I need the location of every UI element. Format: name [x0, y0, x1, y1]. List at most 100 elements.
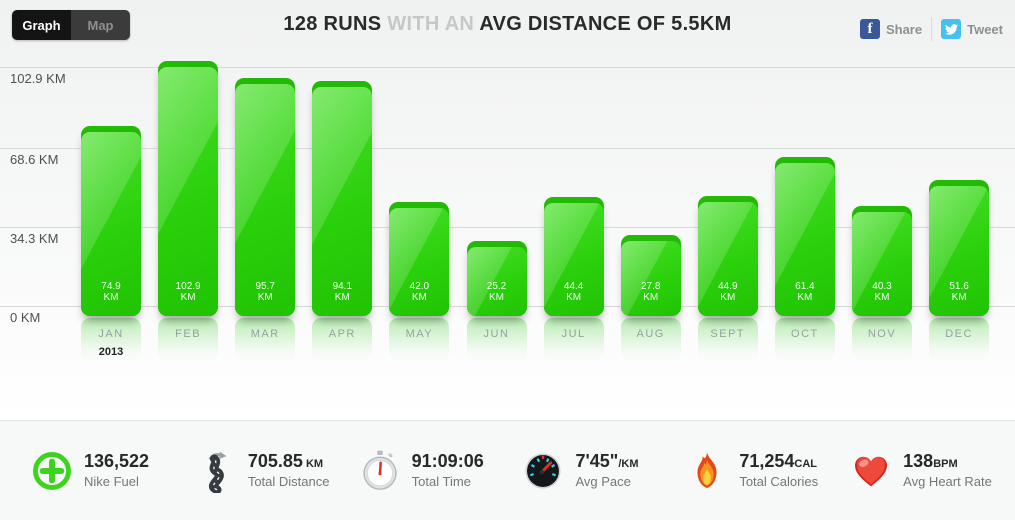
x-axis-label: AUG — [636, 328, 665, 340]
bar-reflection — [620, 318, 681, 362]
stat-label: Avg Heart Rate — [903, 474, 992, 489]
x-axis-label: JUN — [483, 328, 510, 340]
bar-face — [158, 67, 219, 316]
y-axis-tick: 68.6 KM — [10, 152, 59, 167]
stats-band: 136,522 Nike Fuel 705.85 KM Total Distan… — [0, 420, 1015, 520]
bar-face — [620, 241, 681, 316]
bar-value-label: 94.1 KM — [332, 280, 353, 303]
bar-value-label: 102.9 KM — [175, 281, 201, 303]
bar-value-label: 74.9 KM — [101, 280, 121, 303]
y-axis-tick: 0 KM — [10, 310, 41, 325]
bar-reflection — [697, 318, 758, 362]
x-axis-label: SEPT — [710, 328, 746, 340]
stat-value: 7'45" — [575, 451, 619, 471]
bar-face — [543, 202, 604, 316]
x-axis-label: OCT — [791, 328, 819, 340]
nike-fuel-icon — [33, 451, 71, 490]
bar-value-label: 51.6 KM — [949, 280, 969, 303]
bar-reflection — [312, 318, 373, 362]
stat-total-distance: 705.85 KM Total Distance — [180, 449, 344, 493]
x-axis-label: NOV — [867, 328, 897, 340]
facebook-share-button[interactable]: f Share — [859, 19, 923, 39]
x-axis-label: JUL — [561, 328, 586, 340]
bar-sept[interactable]: 44.9 KM — [697, 195, 758, 316]
gridline — [0, 227, 1015, 228]
stat-value: 71,254 — [739, 451, 795, 471]
map-tab[interactable]: Map — [71, 10, 130, 40]
bar-jun[interactable]: 25.2 KM — [466, 241, 527, 316]
share-divider — [931, 17, 933, 41]
twitter-bird-icon — [941, 19, 962, 39]
bar-reflection — [929, 318, 990, 362]
stat-total-time: 91:09:06 Total Time — [344, 449, 508, 493]
bar-reflection — [81, 318, 141, 362]
stat-unit: BPM — [933, 458, 958, 470]
bar-jan[interactable]: 74.9 KM — [81, 126, 141, 316]
title-runs: 128 RUNS — [283, 13, 382, 35]
bar-aug[interactable]: 27.8 KM — [620, 235, 681, 316]
title-with-an: WITH AN — [387, 13, 475, 35]
x-axis-label: FEB — [175, 328, 202, 340]
bar-mar[interactable]: 95.7 KM — [235, 77, 296, 316]
heart-icon — [855, 456, 888, 486]
bar-reflection — [466, 318, 527, 362]
gridline — [0, 148, 1015, 149]
x-axis-label: APR — [328, 328, 356, 340]
bar-oct[interactable]: 61.4 KM — [774, 157, 835, 316]
stat-label: Total Calories — [739, 474, 819, 489]
bar-nov[interactable]: 40.3 KM — [852, 206, 912, 316]
bar-value-label: 44.9 KM — [718, 280, 738, 303]
stopwatch-icon — [363, 450, 397, 490]
bar-value-label: 61.4 KM — [795, 280, 815, 303]
stat-avg-heart-rate: 138BPM Avg Heart Rate — [835, 449, 999, 493]
stat-value: 91:09:06 — [411, 451, 484, 471]
y-axis-tick: 102.9 KM — [10, 71, 66, 86]
twitter-tweet-label: Tweet — [967, 21, 1003, 37]
bar-value-label: 27.8 KM — [640, 280, 661, 303]
stat-label: Total Time — [411, 474, 471, 489]
bar-value-label: 95.7 KM — [255, 280, 275, 303]
graph-tab[interactable]: Graph — [12, 10, 71, 40]
bar-face — [466, 247, 527, 316]
bar-reflection — [235, 318, 296, 362]
bar-may[interactable]: 42.0 KM — [389, 202, 450, 316]
view-toggle: Graph Map — [12, 10, 130, 40]
road-icon — [208, 451, 227, 493]
bar-reflection — [543, 318, 604, 362]
x-axis-label: MAY — [405, 328, 434, 340]
facebook-share-label: Share — [885, 21, 923, 37]
stat-value: 136,522 — [84, 451, 150, 471]
bar-face — [929, 186, 990, 316]
title-distance: AVG DISTANCE OF 5.5KM — [479, 13, 732, 35]
bar-value-label: 42.0 KM — [409, 280, 430, 303]
bar-value-label: 40.3 KM — [872, 280, 892, 303]
x-axis-label: DEC — [945, 328, 973, 340]
bar-dec[interactable]: 51.6 KM — [929, 180, 990, 316]
chart-section: Graph Map 128 RUNS WITH AN AVG DISTANCE … — [0, 0, 1015, 420]
bar-face — [81, 132, 141, 316]
bar-feb[interactable]: 102.9 KM — [158, 61, 219, 316]
stat-avg-pace: 7'45"/KM Avg Pace — [507, 449, 671, 493]
twitter-tweet-button[interactable]: Tweet — [941, 19, 1003, 39]
bar-face — [235, 83, 296, 316]
stat-label: Nike Fuel — [84, 474, 139, 489]
stat-unit: KM — [302, 458, 324, 470]
bar-apr[interactable]: 94.1 KM — [312, 81, 373, 316]
bar-reflection — [158, 318, 219, 362]
gridline — [0, 67, 1015, 68]
bar-value-label: 25.2 KM — [486, 280, 507, 303]
bar-reflection — [852, 318, 912, 362]
stat-total-calories: 71,254CAL Total Calories — [671, 449, 835, 493]
x-axis-label: JAN — [98, 328, 124, 340]
speedometer-icon — [525, 452, 562, 489]
stat-value: 138 — [903, 451, 934, 471]
bar-face — [852, 212, 912, 316]
stat-nike-fuel: 136,522 Nike Fuel — [16, 449, 180, 493]
bar-face — [312, 87, 373, 316]
stat-unit: /KM — [618, 458, 639, 470]
page-title: 128 RUNS WITH AN AVG DISTANCE OF 5.5KM — [0, 13, 1015, 36]
stat-value: 705.85 — [247, 451, 303, 471]
bar-jul[interactable]: 44.4 KM — [543, 196, 604, 316]
bar-value-label: 44.4 KM — [563, 280, 584, 303]
bar-face — [389, 208, 450, 316]
